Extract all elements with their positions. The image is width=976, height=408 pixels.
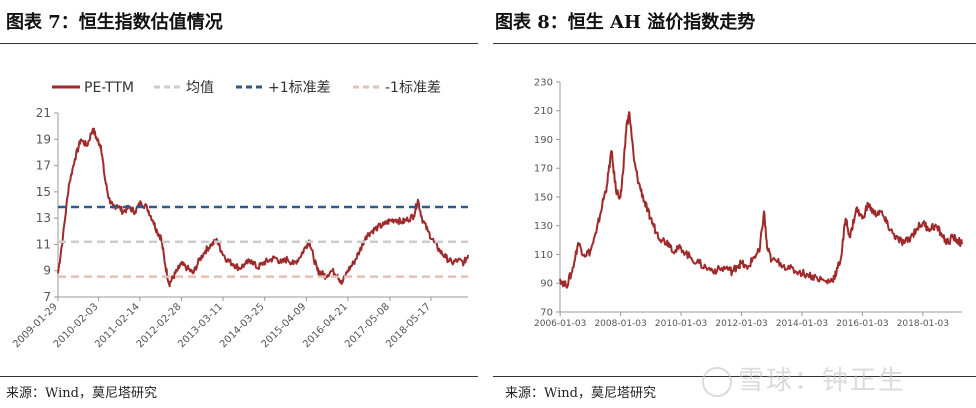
y-tick-label: 210 <box>534 106 553 117</box>
right-title-rule <box>493 43 976 44</box>
y-tick-label: 130 <box>534 221 553 232</box>
right-chart-title: 图表 8：恒生 AH 溢价指数走势 <box>495 12 756 33</box>
y-tick-label: 15 <box>36 185 51 199</box>
watermark-logo-icon <box>702 366 732 397</box>
right-source-note: 来源：Wind，莫尼塔研究 <box>505 386 656 401</box>
x-tick-label: 2008-01-03 <box>594 319 646 329</box>
ah-premium-chart: 70 90 110 130 150 170 190 210 230 2006-01-03 2008-… <box>534 77 963 329</box>
x-tick-label: 2006-01-03 <box>534 319 586 329</box>
y-tick-label: 150 <box>534 192 553 203</box>
y-tick-label: 7 <box>43 290 51 304</box>
y-tick-label: 11 <box>36 237 51 251</box>
legend-label-pe-ttm: PE-TTM <box>84 80 134 96</box>
left-chart-title: 图表 7：恒生指数估值情况 <box>6 12 223 33</box>
watermark: 雪球：钟正生 <box>702 360 906 397</box>
y-tick-label: 110 <box>534 250 553 261</box>
y-tick-label: 170 <box>534 164 553 175</box>
y-tick-label: 21 <box>36 106 51 120</box>
chart-legend: PE-TTM 均值 +1标准差 -1标准差 <box>52 80 441 96</box>
pe-ttm-chart: PE-TTM 均值 +1标准差 -1标准差 791113151719212009… <box>11 80 469 350</box>
left-source-note: 来源：Wind，莫尼塔研究 <box>6 386 157 401</box>
x-tick-label: 2018-01-03 <box>897 319 949 329</box>
x-tick-label: 2014-01-03 <box>776 319 828 329</box>
y-tick-label: 190 <box>534 135 553 146</box>
x-tick-label: 2018-05-17 <box>384 301 433 350</box>
y-tick-label: 9 <box>43 264 51 278</box>
x-tick-label: 2012-01-03 <box>715 319 767 329</box>
series-line-ah-premium <box>559 111 963 289</box>
right-plot-area: 70 90 110 130 150 170 190 210 230 2006-01-03 2008-… <box>534 77 963 329</box>
left-footer-rule <box>0 376 478 377</box>
watermark-text: 雪球：钟正生 <box>738 366 907 396</box>
right-footer-rule <box>493 376 976 377</box>
legend-label-plus-1sd: +1标准差 <box>268 80 331 96</box>
x-tick-label: 2010-01-03 <box>655 319 707 329</box>
y-tick-label: 13 <box>36 211 51 225</box>
legend-label-minus-1sd: -1标准差 <box>385 80 441 96</box>
y-tick-label: 90 <box>540 279 553 290</box>
x-tick-label: 2016-01-03 <box>836 319 888 329</box>
y-tick-label: 70 <box>540 307 553 318</box>
y-tick-label: 230 <box>534 77 553 88</box>
y-tick-label: 17 <box>36 159 51 173</box>
legend-label-mean: 均值 <box>186 80 214 96</box>
series-line-pe-ttm <box>57 127 469 288</box>
left-plot-area: 791113151719212009-01-292010-02-032011-0… <box>11 106 469 350</box>
y-tick-label: 19 <box>36 132 51 146</box>
left-title-rule <box>0 43 478 44</box>
